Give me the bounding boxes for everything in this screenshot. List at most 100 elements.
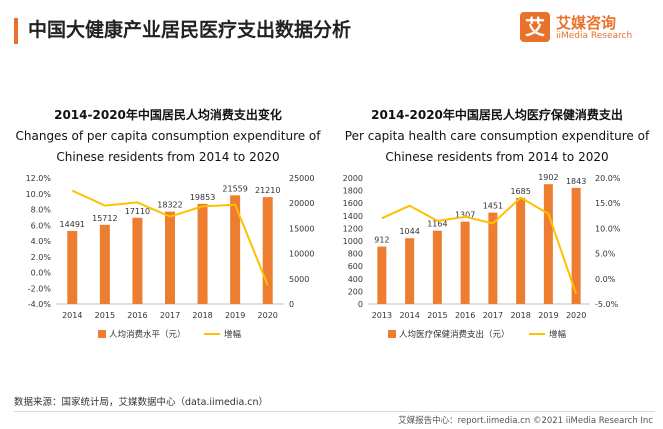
chart2-healthcare: 200018001600140012001000800600400200020.…	[343, 173, 621, 340]
chart1-x-tick-2015: 2015	[95, 311, 115, 320]
chart2-bar-label-2020: 1843	[566, 177, 586, 186]
chart1-y-right-tick: 25000	[289, 174, 314, 183]
chart1-y-left-tick: 8.0%	[31, 206, 52, 215]
data-source-note: 数据来源：国家统计局，艾媒数据中心（data.iimedia.cn）	[14, 397, 269, 408]
chart2-y-left-tick: 600	[348, 262, 363, 271]
chart2-x-tick-2014: 2014	[399, 311, 419, 320]
chart1-bar-label-2016: 17110	[125, 207, 150, 216]
chart2-bar-2015	[432, 230, 442, 304]
chart1-y-right-tick: 10000	[289, 250, 314, 259]
chart2-y-left-tick: 1800	[343, 187, 363, 196]
chart2-bar-2014	[405, 238, 415, 304]
chart2-y-left-tick: 1200	[343, 224, 363, 233]
page-title: 中国大健康产业居民医疗支出数据分析	[28, 19, 352, 41]
chart2-bar-2018	[516, 197, 526, 304]
chart1-y-left-tick: -4.0%	[28, 300, 52, 309]
chart1-y-left-tick: 4.0%	[31, 237, 52, 246]
logo-icon: 艾	[520, 12, 550, 42]
chart2-bar-label-2018: 1685	[510, 187, 530, 196]
chart1-y-left-tick: 0.0%	[31, 269, 52, 278]
chart2-x-tick-2018: 2018	[510, 311, 530, 320]
chart2-y-right-tick: 15.0%	[595, 199, 621, 208]
chart2-bar-label-2016: 1307	[455, 211, 475, 220]
chart2-bar-2013	[377, 246, 387, 304]
chart2-growth-line	[381, 196, 578, 295]
chart1-bar-2015	[99, 224, 110, 304]
footer-credit: 艾媒报告中心：report.iimedia.cn ©2021 iiMedia R…	[398, 416, 653, 426]
chart1-y-right-tick: 0	[289, 300, 294, 309]
chart2-y-left-tick: 1400	[343, 212, 363, 221]
chart1-x-tick-2017: 2017	[160, 311, 180, 320]
footer-divider	[14, 411, 655, 412]
chart1-x-tick-2018: 2018	[192, 311, 212, 320]
chart2-bar-2016	[460, 221, 470, 304]
chart1-title-en-line1: Changes of per capita consumption expend…	[15, 129, 321, 143]
chart2-x-tick-2016: 2016	[455, 311, 475, 320]
chart1-bar-2017	[165, 211, 175, 304]
chart2-y-right-tick: 10.0%	[595, 224, 621, 233]
chart2-y-left-tick: 1000	[343, 237, 363, 246]
chart2-y-left-tick: 1600	[343, 199, 363, 208]
chart1-y-left-tick: 2.0%	[31, 253, 52, 262]
chart1-bar-label-2015: 15712	[92, 214, 117, 223]
chart2-x-tick-2015: 2015	[427, 311, 447, 320]
chart1-bar-label-2017: 18322	[157, 201, 182, 210]
chart1-consumption: 12.0% 10.0% 8.0% 6.0% 4.0% 2.0% 0.0% -2.0% -4.0%…	[26, 174, 315, 340]
chart1-bar-2020	[262, 197, 273, 304]
chart1-y-right-tick: 15000	[289, 224, 314, 233]
chart2-bar-2020	[571, 187, 581, 304]
brand-logo: 艾 艾媒咨询 iiMedia Research	[520, 12, 660, 48]
chart2-y-right-tick: 20.0%	[595, 174, 621, 183]
chart1-title: 2014-2020年中国居民人均消费支出变化 Changes of per ca…	[8, 105, 328, 168]
chart2-y-right-tick: 0.0%	[595, 275, 616, 284]
chart2-legend-bar-label: 人均医疗保健消费支出（元）	[399, 329, 510, 340]
chart1-title-cn: 2014-2020年中国居民人均消费支出变化	[54, 108, 282, 122]
chart1-y-left-tick: 6.0%	[31, 221, 52, 230]
chart1-growth-line	[71, 189, 269, 286]
chart1-bar-label-2019: 21559	[222, 184, 247, 193]
chart2-x-tick-2020: 2020	[566, 311, 586, 320]
chart1-bar-label-2020: 21210	[255, 186, 280, 195]
chart1-bar-2019	[230, 195, 241, 304]
chart2-y-left-tick: 200	[348, 287, 363, 296]
chart1-y-right-tick: 5000	[289, 275, 309, 284]
chart2-title-cn: 2014-2020年中国居民人均医疗保健消费支出	[371, 108, 623, 122]
chart1-y-left-tick: -2.0%	[28, 284, 52, 293]
chart2-legend-bar-swatch	[388, 330, 396, 338]
chart1-y-left-tick: 10.0%	[26, 190, 52, 199]
chart2-bar-2017	[488, 212, 498, 304]
chart2-bar-label-2017: 1451	[483, 202, 503, 211]
chart1-legend-bar-label: 人均消费水平（元）	[109, 329, 186, 340]
chart1-bar-label-2018: 19853	[190, 193, 215, 202]
chart2-x-tick-2019: 2019	[538, 311, 558, 320]
title-accent-bar	[14, 18, 18, 44]
logo-subtitle: iiMedia Research	[556, 31, 633, 41]
chart2-bar-label-2019: 1902	[538, 173, 558, 182]
chart1-title-en-line2: Chinese residents from 2014 to 2020	[56, 150, 280, 164]
chart2-legend-line-label: 增幅	[549, 329, 567, 340]
chart2-y-left-tick: 800	[348, 250, 363, 259]
chart2-x-tick-2017: 2017	[483, 311, 503, 320]
chart2-y-left-tick: 400	[348, 275, 363, 284]
chart2-bar-label-2014: 1044	[399, 227, 419, 236]
chart1-bar-2016	[132, 217, 143, 304]
chart1-bar-2018	[197, 203, 208, 304]
chart2-bar-2019	[543, 184, 553, 304]
chart1-y-right-tick: 20000	[289, 199, 314, 208]
chart1-x-tick-2019: 2019	[225, 311, 245, 320]
logo-name: 艾媒咨询	[556, 14, 617, 32]
chart2-bar-label-2015: 1164	[427, 220, 447, 229]
chart1-legend-bar-swatch	[98, 330, 106, 338]
chart2-title: 2014-2020年中国居民人均医疗保健消费支出 Per capita heal…	[337, 105, 657, 168]
chart1-bar-2014	[67, 230, 78, 304]
chart1-x-tick-2016: 2016	[127, 311, 147, 320]
chart2-title-en-line2: Chinese residents from 2014 to 2020	[385, 150, 609, 164]
chart1-x-tick-2014: 2014	[62, 311, 82, 320]
chart2-x-tick-2013: 2013	[372, 311, 392, 320]
chart1-x-tick-2020: 2020	[258, 311, 278, 320]
chart2-y-right-tick: -5.0%	[595, 300, 619, 309]
chart2-y-left-tick: 0	[358, 300, 363, 309]
chart2-bar-label-2013: 912	[374, 236, 389, 245]
chart2-title-en-line1: Per capita health care consumption expen…	[344, 129, 650, 143]
chart1-legend-line-label: 增幅	[224, 329, 242, 340]
